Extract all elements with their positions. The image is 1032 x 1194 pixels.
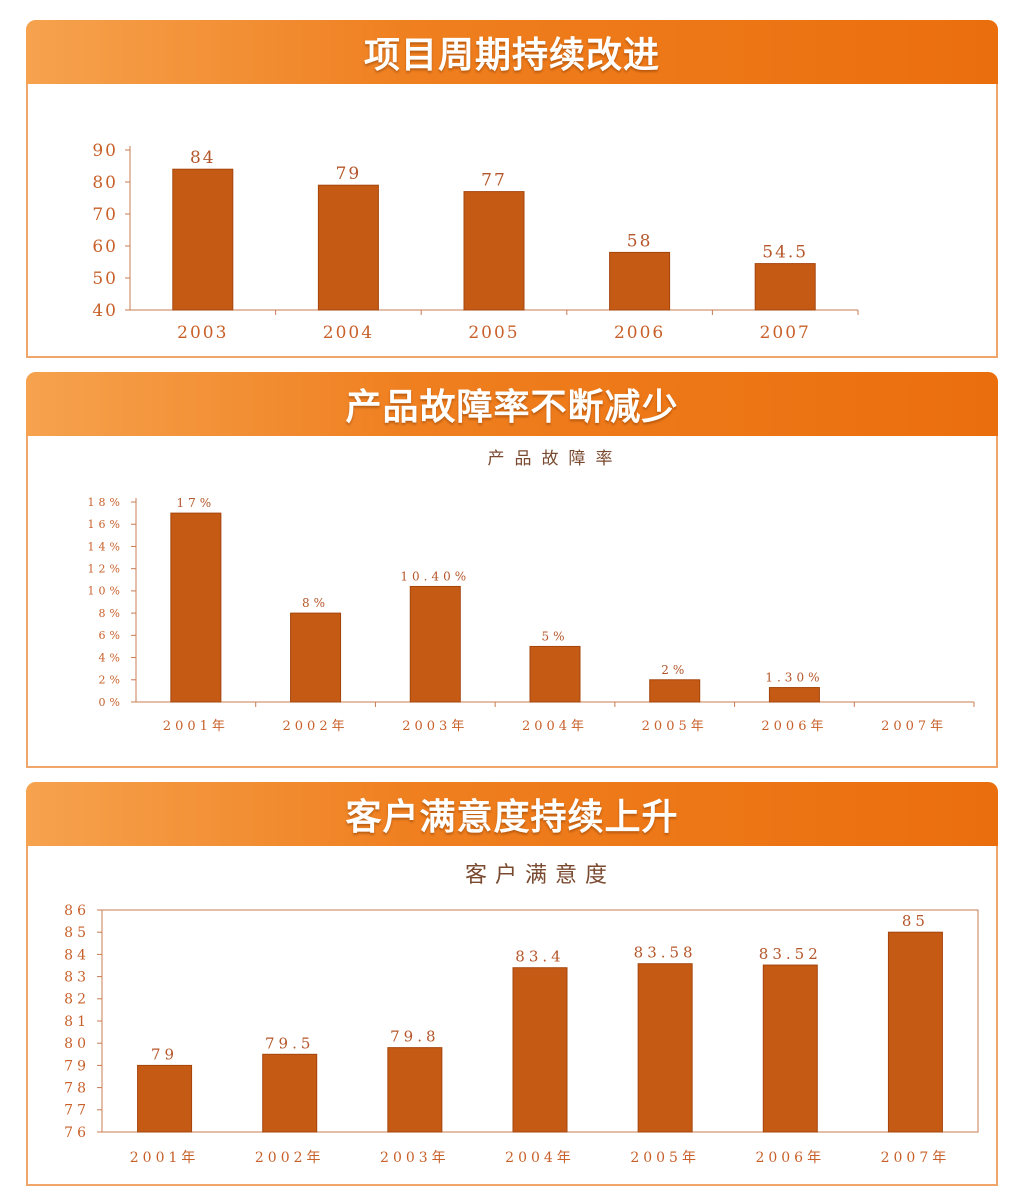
x-tick-label: 2004年 [522,719,588,734]
y-tick-label: 6% [99,629,124,642]
y-tick-label: 70 [92,205,118,225]
x-tick-label: 2002年 [283,719,349,734]
y-tick-label: 14% [88,540,124,553]
chart-satisfaction: 客户满意度 86 85 84 83 82 81 80 79 78 77 76 2001年 79 2002年 7… [64,863,979,1166]
bar [262,1053,318,1133]
x-tick-label: 2006年 [755,1150,825,1166]
y-tick-label: 83 [64,970,90,986]
data-label: 77 [481,171,507,191]
banner-failure-rate: 产品故障率不断减少 [26,372,998,436]
y-tick-label: 12% [88,563,124,576]
x-tick-label: 2005 [468,323,519,343]
panel-failure-rate: 产品故障率不断减少 产品故障率 18% 16% 14% 12% 10% 8% 6% 4% 2% 0%… [26,372,998,768]
banner-satisfaction: 客户满意度持续上升 [26,782,998,846]
bar [317,184,379,311]
x-tick-label: 2002年 [255,1150,325,1166]
data-label: 83.52 [759,945,822,963]
x-tick-label: 2007年 [881,719,947,734]
panel-satisfaction: 客户满意度持续上升 客户满意度 86 85 84 83 82 81 80 79 78 77 76 200… [26,782,998,1186]
x-tick-label: 2007 [760,323,811,343]
data-label: 79.8 [390,1028,439,1046]
data-label: 2% [661,663,688,677]
data-label: 54.5 [762,243,808,263]
y-tick-label: 82 [64,992,90,1008]
chart-title: 产品故障率 [488,449,623,469]
y-tick-label: 79 [64,1058,90,1074]
bar [754,263,816,311]
y-tick-label: 90 [92,141,118,161]
bar [609,251,671,311]
data-label: 79.5 [265,1034,314,1052]
x-tick-label: 2003年 [380,1150,450,1166]
data-label: 83.58 [634,944,697,962]
y-tick-label: 50 [92,269,118,289]
data-label: 79 [151,1045,178,1063]
y-tick-label: 4% [99,651,124,664]
y-tick-label: 81 [64,1014,90,1030]
y-tick-label: 80 [92,173,118,193]
y-tick-label: 16% [88,518,124,531]
y-tick-label: 85 [64,925,90,941]
data-label: 84 [190,148,216,168]
y-tick-label: 18% [88,496,124,509]
x-tick-label: 2001年 [163,719,229,734]
data-label: 58 [627,231,653,251]
bar [290,612,342,703]
bar [529,645,581,703]
y-tick-label: 60 [92,237,118,257]
data-label: 79 [336,164,362,184]
data-label: 5% [541,629,568,643]
x-tick-label: 2005年 [642,719,708,734]
banner-title: 客户满意度持续上升 [345,797,679,838]
data-label: 85 [902,912,929,930]
bar [170,512,222,703]
bar [887,931,943,1133]
bar [649,679,701,703]
bar [512,967,568,1133]
x-tick-label: 2007年 [881,1150,951,1166]
banner-title: 产品故障率不断减少 [345,387,679,428]
y-tick-label: 2% [99,674,124,687]
y-tick-label: 84 [64,947,90,963]
bar [172,168,234,311]
chart-project-cycle: 90 80 70 60 50 40 2003 84 2004 79 2005 77 2006 58 2007… [92,141,859,343]
y-tick-label: 8% [99,607,124,620]
x-tick-label: 2005年 [630,1150,700,1166]
banner-project-cycle: 项目周期持续改进 [26,20,998,84]
y-tick-label: 76 [64,1125,90,1141]
x-tick-label: 2003年 [402,719,468,734]
data-label: 8% [302,596,329,610]
y-tick-label: 77 [64,1103,90,1119]
bar [409,585,461,703]
x-tick-label: 2006年 [761,719,827,734]
bar [387,1047,443,1133]
bar [463,191,525,311]
y-tick-label: 86 [64,903,90,919]
data-label: 17% [177,496,216,510]
bar [768,687,820,703]
y-tick-label: 0% [99,696,124,709]
y-tick-label: 10% [88,585,124,598]
bar [637,963,693,1133]
bar [137,1064,193,1133]
x-tick-label: 2001年 [130,1150,200,1166]
x-tick-label: 2003 [177,323,228,343]
banner-title: 项目周期持续改进 [363,35,660,76]
y-tick-label: 40 [92,301,118,321]
x-tick-label: 2004年 [505,1150,575,1166]
chart-failure-rate: 产品故障率 18% 16% 14% 12% 10% 8% 6% 4% 2% 0% 2001年 17% 20… [88,449,975,734]
y-tick-label: 78 [64,1081,90,1097]
panel-project-cycle: 项目周期持续改进 90 80 70 60 50 40 2003 84 2004 79 2005 77 2… [26,20,998,358]
data-label: 83.4 [515,948,564,966]
bar [762,964,818,1133]
x-tick-label: 2004 [323,323,374,343]
chart-title: 客户满意度 [465,863,615,888]
data-label: 10.40% [400,569,470,583]
x-tick-label: 2006 [614,323,665,343]
data-label: 1.30% [765,671,823,685]
y-tick-label: 80 [64,1036,90,1052]
